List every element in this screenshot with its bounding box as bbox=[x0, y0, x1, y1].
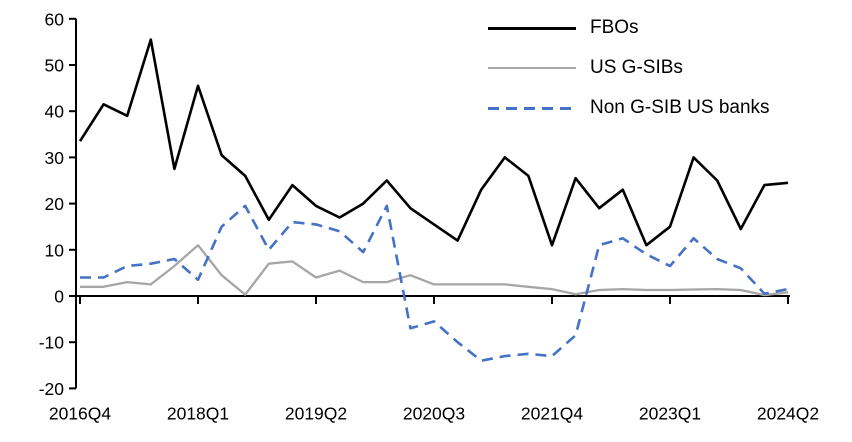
y-axis-tick-label: 20 bbox=[45, 194, 65, 214]
x-axis-tick-label: 2019Q2 bbox=[285, 403, 347, 423]
legend-item-non-gsib: Non G-SIB US banks bbox=[488, 88, 770, 128]
series-line-us-g-sibs bbox=[80, 244, 789, 297]
y-axis-tick-label: 40 bbox=[45, 102, 65, 122]
legend-item-fbos: FBOs bbox=[488, 8, 770, 48]
legend-item-us-gsibs: US G-SIBs bbox=[488, 48, 770, 88]
series-line-fbos bbox=[78, 38, 789, 247]
legend-label-us-gsibs: US G-SIBs bbox=[590, 57, 683, 78]
us-gsibs-line-sample-icon bbox=[488, 66, 576, 70]
y-axis-tick-label: -10 bbox=[39, 333, 65, 353]
y-axis-tick-label: 0 bbox=[54, 287, 64, 307]
fbos-line-sample-icon bbox=[488, 26, 576, 30]
legend: FBOs US G-SIBs Non G-SIB US banks bbox=[488, 8, 770, 128]
non-gsib-line-sample-icon bbox=[488, 106, 576, 110]
x-axis-tick-label: 2020Q3 bbox=[403, 403, 465, 423]
legend-label-non-gsib: Non G-SIB US banks bbox=[590, 97, 770, 118]
y-axis-tick-label: 50 bbox=[45, 56, 65, 76]
y-axis-tick-label: 60 bbox=[45, 9, 65, 29]
y-axis-tick-label: 30 bbox=[45, 148, 65, 168]
y-axis-tick-label: 10 bbox=[45, 240, 65, 260]
x-axis-tick-label: 2018Q1 bbox=[167, 403, 229, 423]
series-line-non-g-sib-us-banks bbox=[80, 204, 789, 363]
x-axis-tick-label: 2021Q4 bbox=[521, 403, 584, 423]
x-axis-tick-label: 2024Q2 bbox=[757, 403, 819, 423]
x-axis-tick-label: 2023Q1 bbox=[639, 403, 701, 423]
legend-label-fbos: FBOs bbox=[590, 17, 639, 38]
y-axis-tick-label: -20 bbox=[39, 379, 65, 399]
x-axis-tick-label: 2016Q4 bbox=[49, 403, 112, 423]
